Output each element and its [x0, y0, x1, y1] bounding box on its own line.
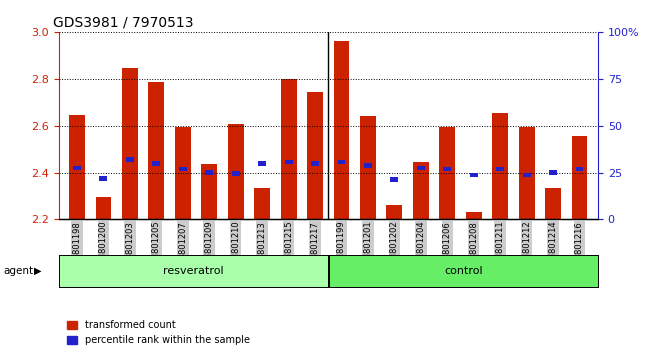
Bar — [202, 164, 217, 219]
Bar — [575, 167, 584, 171]
Bar — [417, 166, 425, 170]
Bar — [175, 127, 190, 219]
Bar — [492, 113, 508, 219]
Bar — [470, 173, 478, 177]
Bar — [73, 166, 81, 170]
Text: agent: agent — [3, 266, 33, 276]
Bar — [227, 125, 244, 219]
Bar — [205, 170, 213, 175]
Bar — [523, 173, 530, 177]
Bar — [307, 92, 323, 219]
Legend: transformed count, percentile rank within the sample: transformed count, percentile rank withi… — [63, 316, 254, 349]
Bar — [69, 115, 85, 219]
Bar — [549, 170, 557, 175]
Bar — [148, 82, 164, 219]
Bar — [311, 161, 319, 166]
Text: GDS3981 / 7970513: GDS3981 / 7970513 — [53, 15, 194, 29]
Text: control: control — [444, 266, 483, 276]
Bar — [254, 188, 270, 219]
Bar — [179, 167, 187, 171]
Bar — [285, 160, 292, 164]
Bar — [413, 162, 429, 219]
Text: ▶: ▶ — [34, 266, 42, 276]
Bar — [364, 163, 372, 168]
Bar — [231, 171, 240, 176]
Bar — [122, 68, 138, 219]
Bar — [337, 160, 345, 164]
Text: resveratrol: resveratrol — [162, 266, 224, 276]
Bar — [391, 177, 398, 182]
Bar — [281, 79, 296, 219]
Bar — [439, 127, 455, 219]
Bar — [152, 161, 161, 166]
Bar — [466, 212, 482, 219]
Bar — [571, 136, 588, 219]
Bar — [387, 205, 402, 219]
Bar — [443, 167, 451, 171]
Bar — [519, 127, 534, 219]
Bar — [496, 167, 504, 171]
Bar — [96, 197, 111, 219]
Bar — [99, 176, 107, 181]
Bar — [126, 157, 134, 162]
Bar — [333, 41, 350, 219]
Bar — [545, 188, 561, 219]
Bar — [258, 161, 266, 166]
Bar — [360, 116, 376, 219]
